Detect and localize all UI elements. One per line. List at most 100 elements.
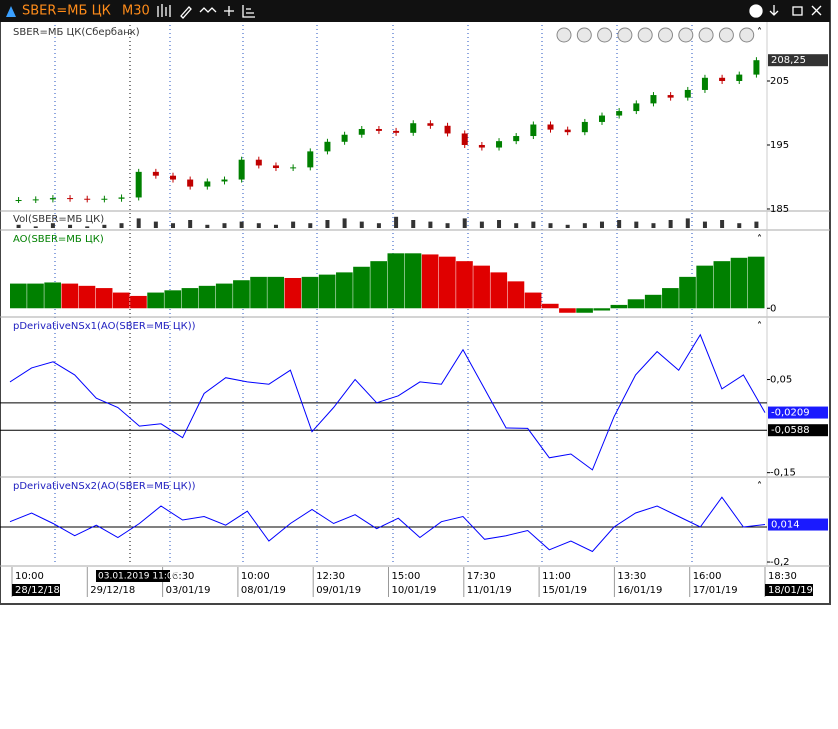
candle [238,159,245,180]
crosshair-tool[interactable] [224,6,234,16]
ao-bar [78,285,96,309]
volume-bar [239,221,244,228]
candle [650,95,657,104]
volume-bar [737,223,742,228]
volume-bar [428,221,433,228]
nav-button[interactable] [576,27,592,43]
collapse-icon[interactable]: ˄ [757,233,762,245]
candles-tool[interactable] [157,4,171,17]
layout-tool[interactable] [242,5,255,18]
ao-bar [130,295,147,309]
y-tick-label: 195 [770,140,789,151]
ao-bar [421,254,439,309]
ao-bar [284,277,302,309]
time-label: 13:30 [617,571,646,582]
volume-bar [651,223,656,228]
indicator-tool[interactable] [199,7,217,13]
ao-bar [44,282,61,309]
candle [478,144,485,148]
ao-bar [559,308,576,313]
ao-bar [164,290,182,309]
time-label: 16:00 [693,571,722,582]
nav-button[interactable] [617,27,633,43]
ao-bar [696,265,714,309]
close-button[interactable] [811,5,822,16]
candle [753,60,760,75]
candle [204,181,211,187]
download-button[interactable] [769,5,779,16]
candle [547,124,554,130]
nav-button[interactable] [698,27,714,43]
volume-bar [754,221,759,228]
toolbar[interactable] [157,4,822,19]
panel-title: AO(SBER=МБ ЦК) [13,234,104,245]
nav-button[interactable] [556,27,572,43]
nav-buttons[interactable] [556,27,755,43]
volume-bar [273,224,278,228]
ao-bar [215,283,233,309]
ao-bar [679,276,696,309]
time-label: 10:00 [15,571,44,582]
candle [684,89,691,98]
nav-button[interactable] [658,27,673,43]
nav-button[interactable] [739,27,755,43]
volume-bar [102,224,107,228]
volume-bar [634,221,639,228]
date-label: 11/01/19 [467,585,512,596]
ao-bar [27,283,44,309]
ao-bar [198,285,216,309]
ao-bar [10,283,27,309]
volume-bar [462,218,467,228]
candle [290,167,297,169]
restore-button[interactable] [792,6,803,16]
panel-title: pDerivativeNSx2(AO(SBER=МБ ЦК)) [13,481,196,492]
volume-bar [359,221,364,228]
last-value-bg [768,406,828,419]
volume-bar [68,224,73,228]
currency-button[interactable] [749,4,763,18]
volume-bar [376,223,381,228]
draw-tool[interactable] [180,6,192,19]
ao-bar [147,292,164,309]
date-label: 29/12/18 [90,585,135,596]
collapse-icon[interactable]: ˄ [757,320,762,332]
ao-bar [576,308,593,313]
candle [530,124,537,137]
last-value-label: 208,25 [771,55,806,66]
nav-button[interactable] [637,27,653,43]
volume-bar [445,223,450,228]
ao-bar [490,272,508,309]
ao-bar [541,303,559,309]
y-tick-label: 205 [770,76,789,87]
ao-bar [524,292,542,309]
volume-bar [256,223,261,228]
candle [581,121,588,133]
nav-button[interactable] [678,27,694,43]
volume-bar [497,220,502,228]
ao-bar [112,292,130,309]
nav-button[interactable] [597,27,613,43]
date-box [12,584,60,596]
volume-bar [342,218,347,228]
ao-bar [267,276,285,309]
volume-bar [668,220,673,228]
app-icon [6,6,16,17]
ao-bar [438,256,456,309]
volume-bar [291,221,296,228]
date-label: 10/01/19 [392,585,437,596]
nav-button[interactable] [718,27,734,43]
date-label: 08/01/19 [241,585,286,596]
candle [84,198,91,200]
volume-bar [50,223,55,228]
candle [221,179,228,182]
candle [393,130,400,133]
ao-bar [318,274,336,309]
date-label: 03/01/19 [166,585,211,596]
volume-bar [85,226,90,228]
candle [496,141,503,148]
y-tick-label: 185 [770,204,789,215]
collapse-icon[interactable]: ˄ [757,480,762,492]
collapse-icon[interactable]: ˄ [757,26,762,38]
candle [118,197,125,199]
candle [667,95,674,98]
